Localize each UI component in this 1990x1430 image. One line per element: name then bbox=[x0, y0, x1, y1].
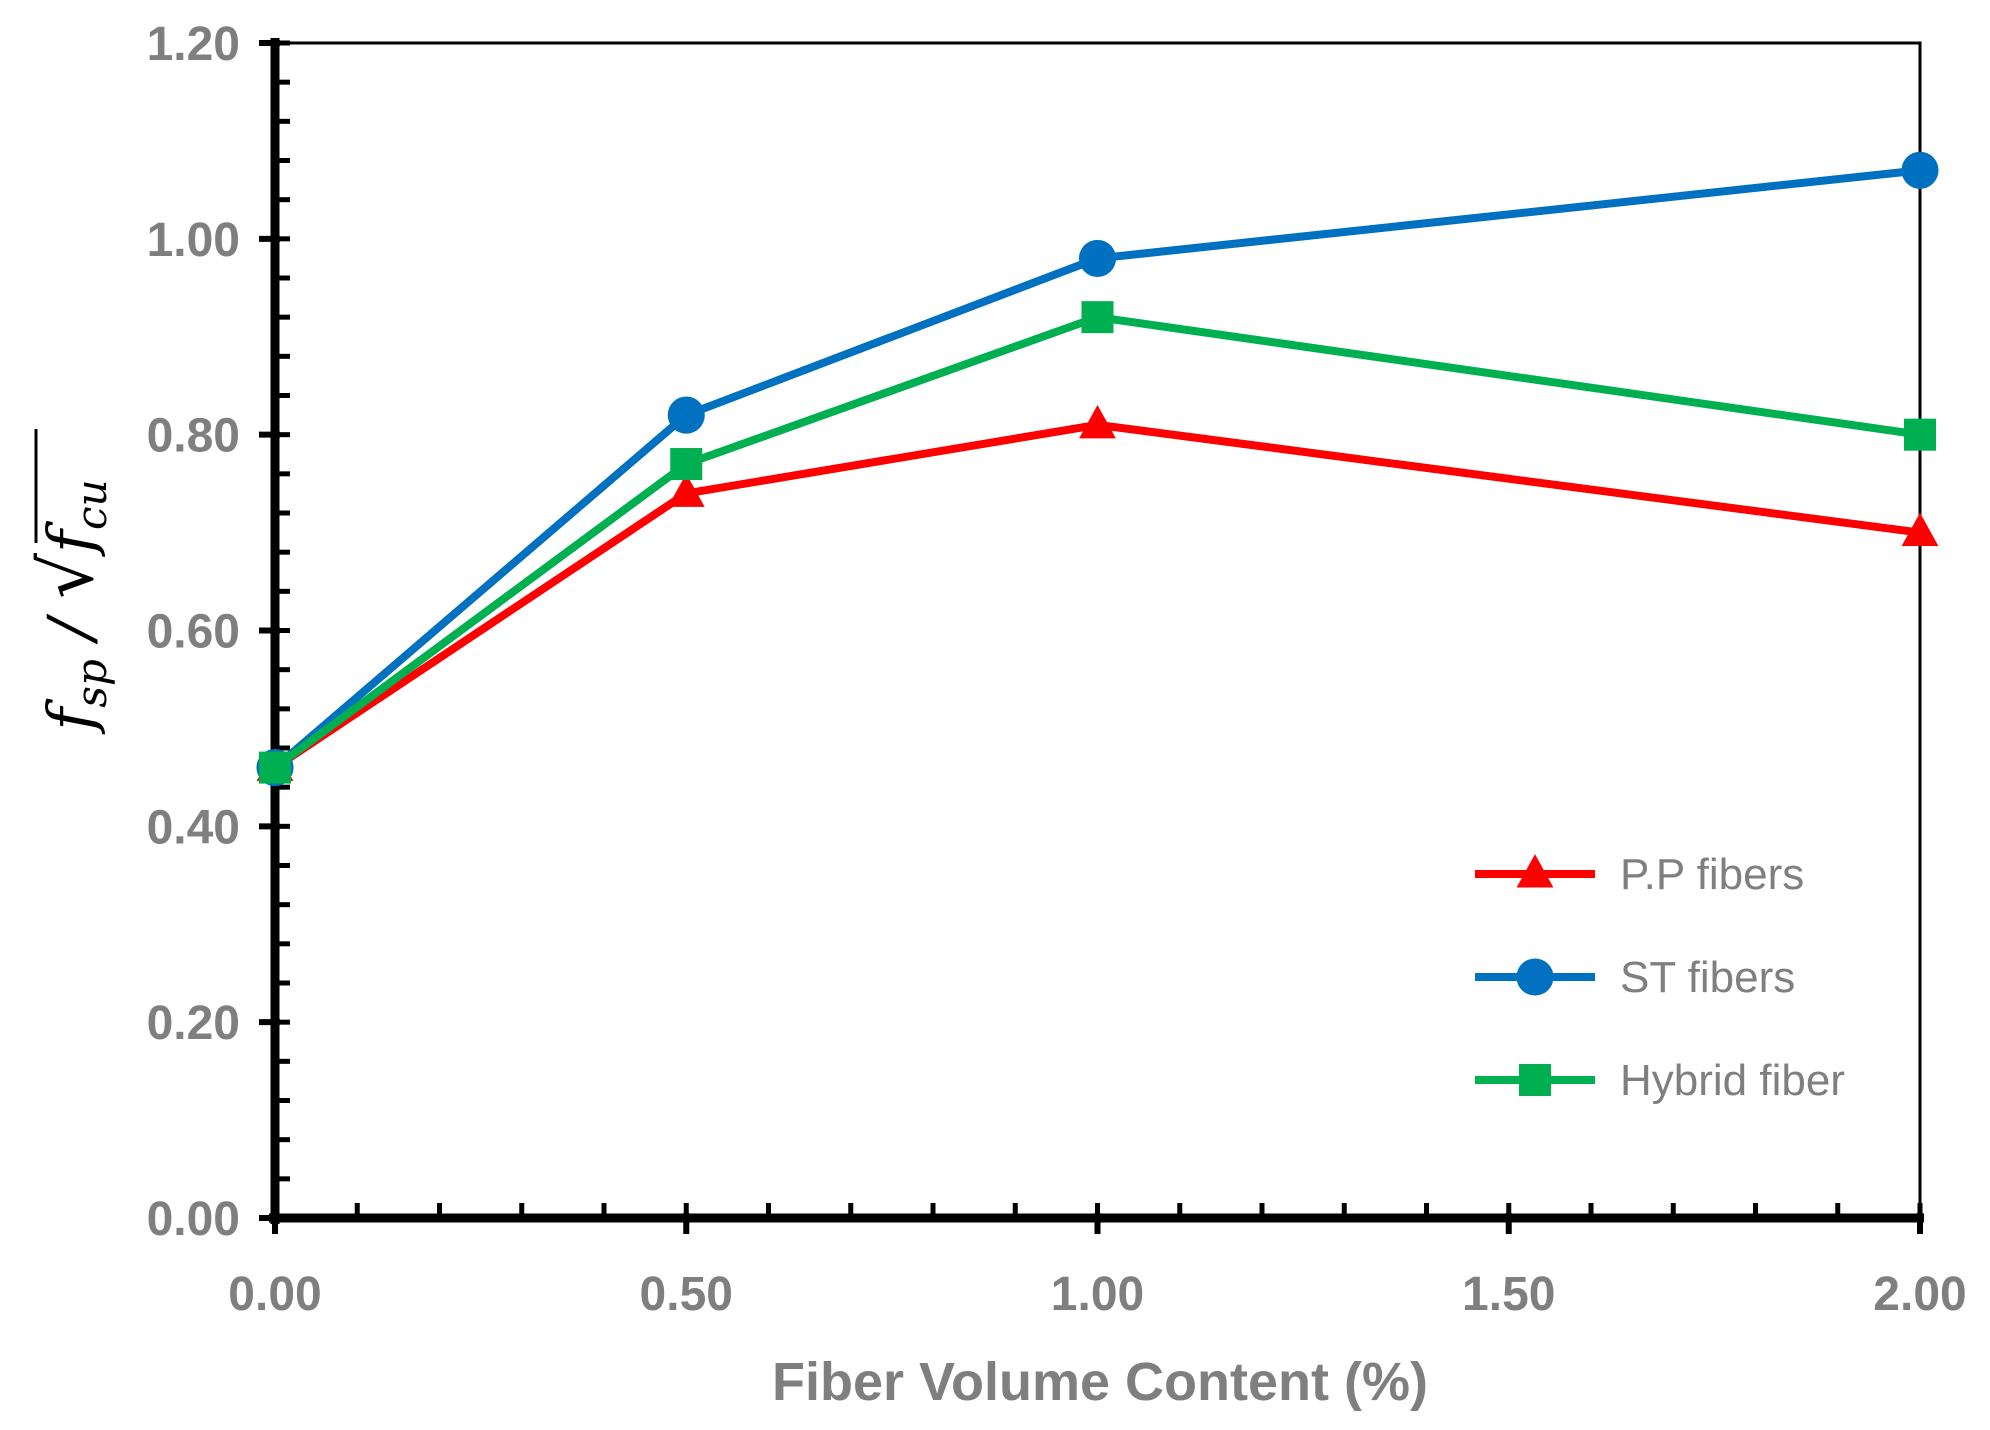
data-point bbox=[1904, 418, 1936, 451]
y-title-separator: / bbox=[34, 599, 107, 659]
data-point bbox=[670, 448, 703, 481]
data-point bbox=[1078, 239, 1117, 277]
minor-ticks bbox=[272, 40, 1923, 1221]
x-tick-label: 1.00 bbox=[1051, 1268, 1144, 1321]
y-axis-title: fsp / √fcu bbox=[25, 429, 116, 735]
series-line bbox=[272, 166, 1921, 771]
plot-frame bbox=[273, 41, 1922, 1220]
series-p-p-fibers bbox=[272, 420, 1921, 771]
data-point bbox=[1079, 405, 1116, 439]
legend: P.P fibers ST fibers Hybrid fiber bbox=[1475, 850, 1845, 1105]
x-tick-label: 1.50 bbox=[1462, 1268, 1555, 1321]
data-point bbox=[1901, 151, 1939, 189]
x-tick-label: 0.00 bbox=[228, 1268, 321, 1321]
series-line bbox=[272, 313, 1921, 771]
x-tick-labels: 0.00 0.50 1.00 1.50 2.00 bbox=[228, 1268, 1966, 1321]
series-hybrid-fiber bbox=[272, 313, 1921, 771]
y-tick-label: 0.80 bbox=[147, 410, 240, 463]
legend-item: ST fibers bbox=[1475, 953, 1795, 1002]
y-tick-label: 0.60 bbox=[147, 606, 240, 659]
data-point bbox=[667, 473, 705, 507]
legend-label: ST fibers bbox=[1620, 953, 1795, 1002]
legend-label: Hybrid fiber bbox=[1620, 1056, 1845, 1105]
legend-swatch-marker bbox=[1516, 958, 1554, 996]
legend-swatch-marker bbox=[1516, 854, 1554, 888]
y-tick-labels: 0.00 0.20 0.40 0.60 0.80 1.00 1.20 bbox=[147, 18, 240, 1246]
x-tick-label: 0.50 bbox=[640, 1268, 733, 1321]
series-st-fibers bbox=[272, 166, 1921, 771]
y-tick-label: 0.00 bbox=[147, 1193, 240, 1246]
series-layer bbox=[256, 151, 1939, 787]
data-point bbox=[1081, 301, 1114, 334]
series-markers bbox=[256, 151, 1939, 787]
y-tick-label: 0.20 bbox=[147, 997, 240, 1050]
y-tick-label: 1.20 bbox=[147, 18, 240, 71]
data-point bbox=[1901, 512, 1939, 547]
series-markers bbox=[259, 301, 1936, 784]
y-tick-label: 0.40 bbox=[147, 801, 240, 854]
svg-text:fsp / √fcu: fsp / √fcu bbox=[25, 479, 116, 734]
data-point bbox=[259, 751, 291, 784]
legend-item: P.P fibers bbox=[1475, 850, 1804, 899]
series-line bbox=[272, 420, 1921, 771]
y-title-numerator-sub: sp bbox=[67, 659, 116, 707]
y-title-denominator-sub: cu bbox=[67, 479, 116, 530]
legend-label: P.P fibers bbox=[1620, 850, 1804, 899]
y-tick-label: 1.00 bbox=[147, 214, 240, 267]
y-title-root-symbol: √ bbox=[25, 553, 109, 599]
x-tick-label: 2.00 bbox=[1873, 1268, 1966, 1321]
legend-item: Hybrid fiber bbox=[1475, 1056, 1845, 1105]
legend-swatch-marker bbox=[1519, 1064, 1551, 1096]
x-axis-title: Fiber Volume Content (%) bbox=[772, 1352, 1428, 1412]
data-point bbox=[667, 396, 705, 434]
